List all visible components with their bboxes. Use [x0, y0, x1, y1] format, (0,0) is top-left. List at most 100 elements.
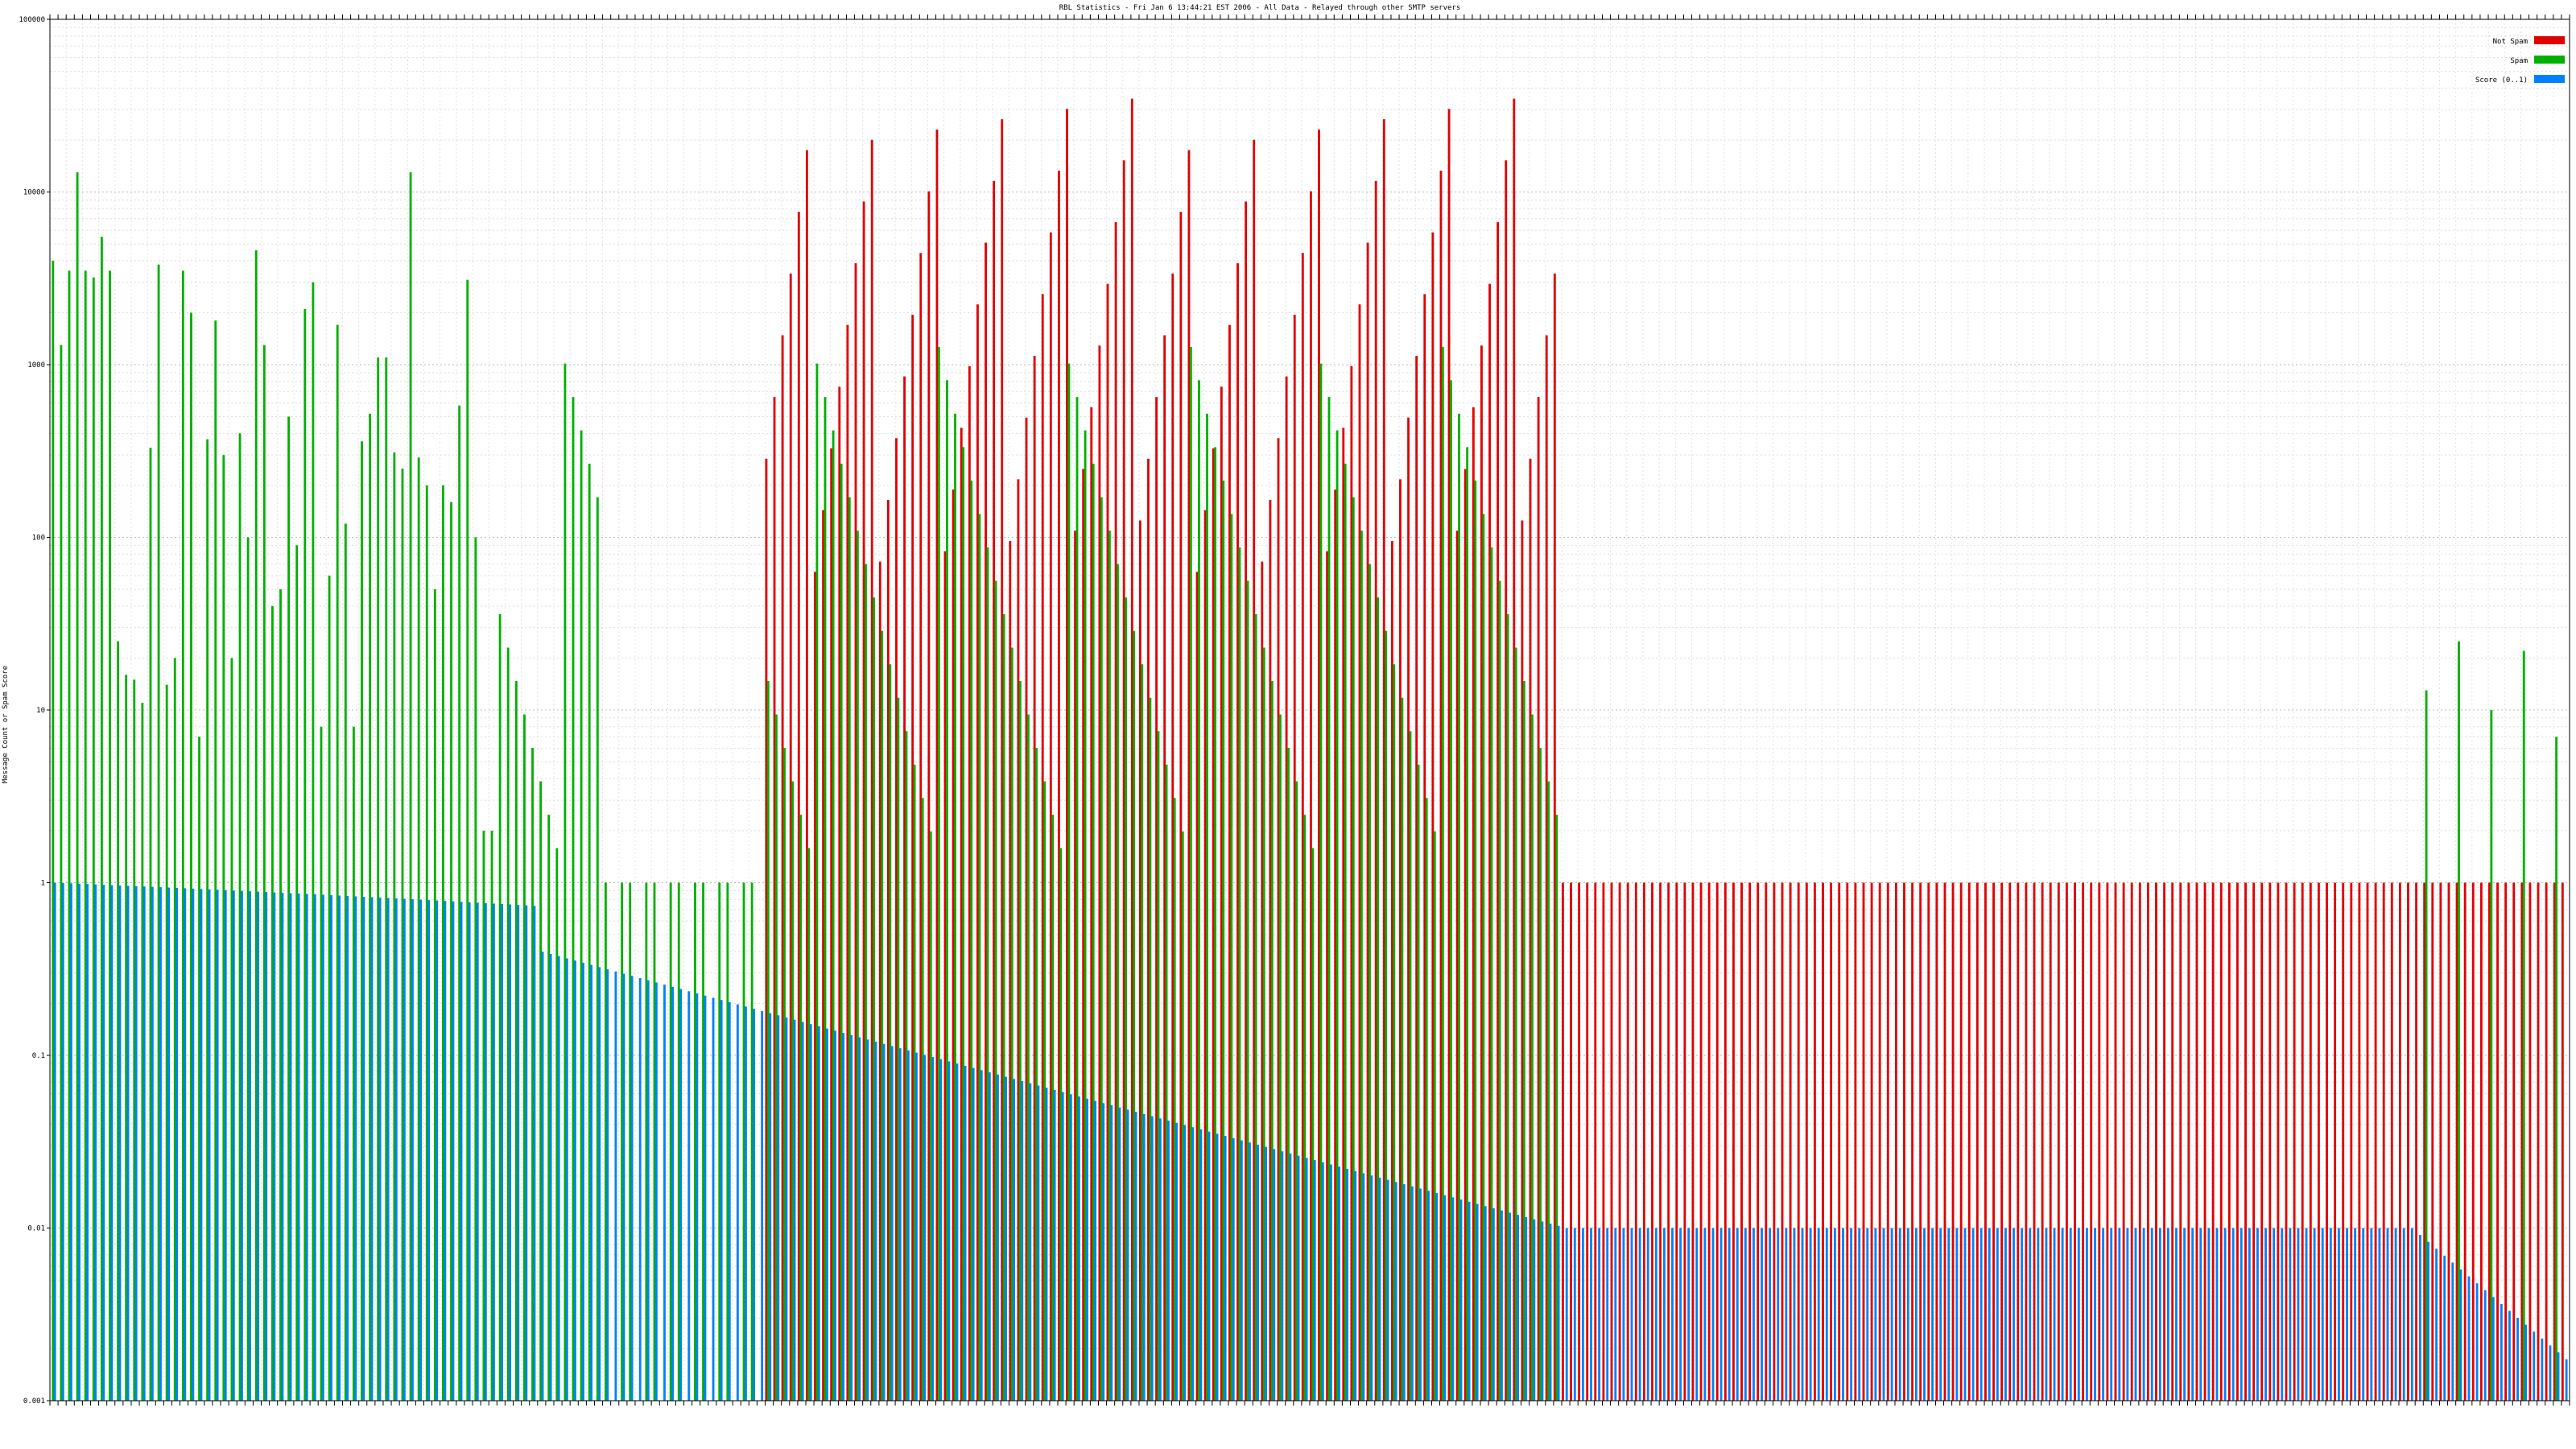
legend-label: Spam — [2510, 57, 2528, 65]
bar-not-spam — [1431, 232, 1435, 1401]
y-axis-label: Message Count or Spam Score — [2, 666, 10, 783]
bar-not-spam — [1586, 882, 1589, 1401]
bar-not-spam — [2463, 882, 2467, 1401]
bar-not-spam — [1472, 407, 1475, 1401]
bar-not-spam — [1927, 882, 1930, 1401]
bar-score — [1297, 1155, 1300, 1401]
bar-score — [1167, 1121, 1170, 1401]
bar-spam — [970, 480, 973, 1401]
bar-not-spam — [2447, 882, 2450, 1401]
bar-score — [671, 986, 674, 1401]
bar-score — [184, 888, 187, 1401]
bar-not-spam — [1967, 882, 1971, 1401]
bar-score — [2110, 1228, 2113, 1401]
bar-not-spam — [2033, 882, 2036, 1401]
bar-score — [834, 1030, 836, 1401]
bar-score — [1654, 1228, 1657, 1401]
bar-score — [1947, 1228, 1951, 1401]
bar-not-spam — [1058, 171, 1060, 1401]
bar-not-spam — [1699, 882, 1703, 1401]
bar-not-spam — [1447, 109, 1451, 1402]
bar-spam — [555, 848, 559, 1401]
bar-not-spam — [2195, 882, 2198, 1401]
bar-score — [1622, 1228, 1625, 1401]
bar-spam — [742, 882, 745, 1401]
bar-score — [370, 897, 374, 1401]
bar-not-spam — [1423, 294, 1426, 1401]
bar-not-spam — [2545, 882, 2548, 1401]
bar-score — [630, 976, 634, 1401]
bar-not-spam — [2260, 882, 2264, 1401]
bar-spam — [230, 658, 233, 1401]
bar-spam — [929, 831, 932, 1401]
bar-score — [1476, 1203, 1479, 1401]
bar-score — [1419, 1188, 1422, 1401]
bar-spam — [1295, 781, 1298, 1401]
bar-spam — [1246, 580, 1249, 1401]
bar-spam — [799, 815, 803, 1401]
bar-score — [2402, 1228, 2405, 1401]
bar-score — [874, 1041, 877, 1401]
bar-score — [525, 905, 528, 1401]
bar-not-spam — [2130, 882, 2133, 1401]
bar-spam — [262, 345, 266, 1402]
bar-spam — [361, 441, 363, 1401]
bar-score — [2175, 1228, 2178, 1401]
bar-not-spam — [773, 397, 776, 1401]
bar-not-spam — [1082, 469, 1085, 1401]
bar-spam — [450, 502, 452, 1401]
bar-not-spam — [2390, 882, 2393, 1401]
bar-score — [1638, 1228, 1641, 1401]
bar-score — [696, 993, 699, 1401]
bar-spam — [474, 537, 477, 1401]
bar-score — [842, 1033, 845, 1401]
bar-spam — [385, 357, 388, 1401]
bar-spam — [206, 439, 209, 1401]
bar-score — [2281, 1228, 2284, 1401]
bar-not-spam — [1187, 150, 1191, 1402]
bar-not-spam — [1318, 129, 1320, 1401]
bar-spam — [352, 726, 355, 1401]
bar-spam — [815, 363, 819, 1402]
bar-not-spam — [1781, 882, 1784, 1401]
bar-score — [1118, 1107, 1121, 1401]
bar-score — [94, 884, 97, 1401]
bar-score — [646, 980, 650, 1401]
bar-score — [679, 989, 683, 1401]
bar-score — [2329, 1228, 2332, 1401]
bar-spam — [377, 357, 380, 1401]
bar-score — [1923, 1228, 1926, 1401]
bar-spam — [1262, 647, 1265, 1401]
bar-spam — [141, 703, 144, 1401]
bar-score — [1866, 1228, 1869, 1401]
bar-not-spam — [1130, 98, 1133, 1401]
bar-spam — [1075, 397, 1079, 1401]
bar-score — [850, 1034, 853, 1401]
bar-spam — [1222, 480, 1225, 1401]
bar-not-spam — [1505, 160, 1508, 1401]
bar-score — [1671, 1228, 1674, 1401]
bar-score — [2126, 1228, 2129, 1401]
bar-score — [1679, 1228, 1682, 1401]
bar-spam — [1133, 630, 1136, 1401]
bar-spam — [506, 647, 510, 1401]
bar-not-spam — [1992, 882, 1995, 1401]
bar-score — [1150, 1116, 1154, 1401]
bar-not-spam — [830, 448, 833, 1401]
bar-score — [386, 898, 390, 1401]
bar-not-spam — [1155, 397, 1158, 1401]
bar-score — [1435, 1192, 1439, 1401]
bar-score — [1525, 1216, 1528, 1401]
bar-score — [2297, 1228, 2300, 1401]
bar-score — [1443, 1195, 1447, 1401]
bar-spam — [1198, 380, 1200, 1401]
bar-score — [2142, 1228, 2145, 1401]
bar-spam — [1303, 815, 1307, 1401]
bar-not-spam — [1366, 242, 1369, 1402]
bar-not-spam — [1943, 882, 1946, 1401]
bar-score — [216, 890, 219, 1401]
bar-score — [2248, 1228, 2251, 1401]
bar-spam — [295, 545, 299, 1402]
bar-score — [1370, 1175, 1373, 1401]
